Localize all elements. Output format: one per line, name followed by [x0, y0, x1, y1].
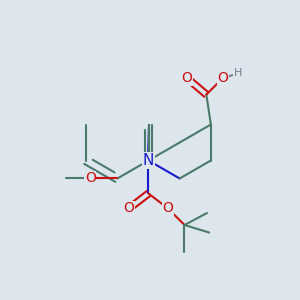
Text: N: N — [143, 153, 154, 168]
Text: O: O — [218, 71, 228, 85]
Text: O: O — [124, 202, 134, 215]
Text: O: O — [85, 172, 96, 185]
Text: O: O — [182, 71, 192, 85]
Text: H: H — [234, 68, 242, 79]
Text: O: O — [163, 202, 173, 215]
